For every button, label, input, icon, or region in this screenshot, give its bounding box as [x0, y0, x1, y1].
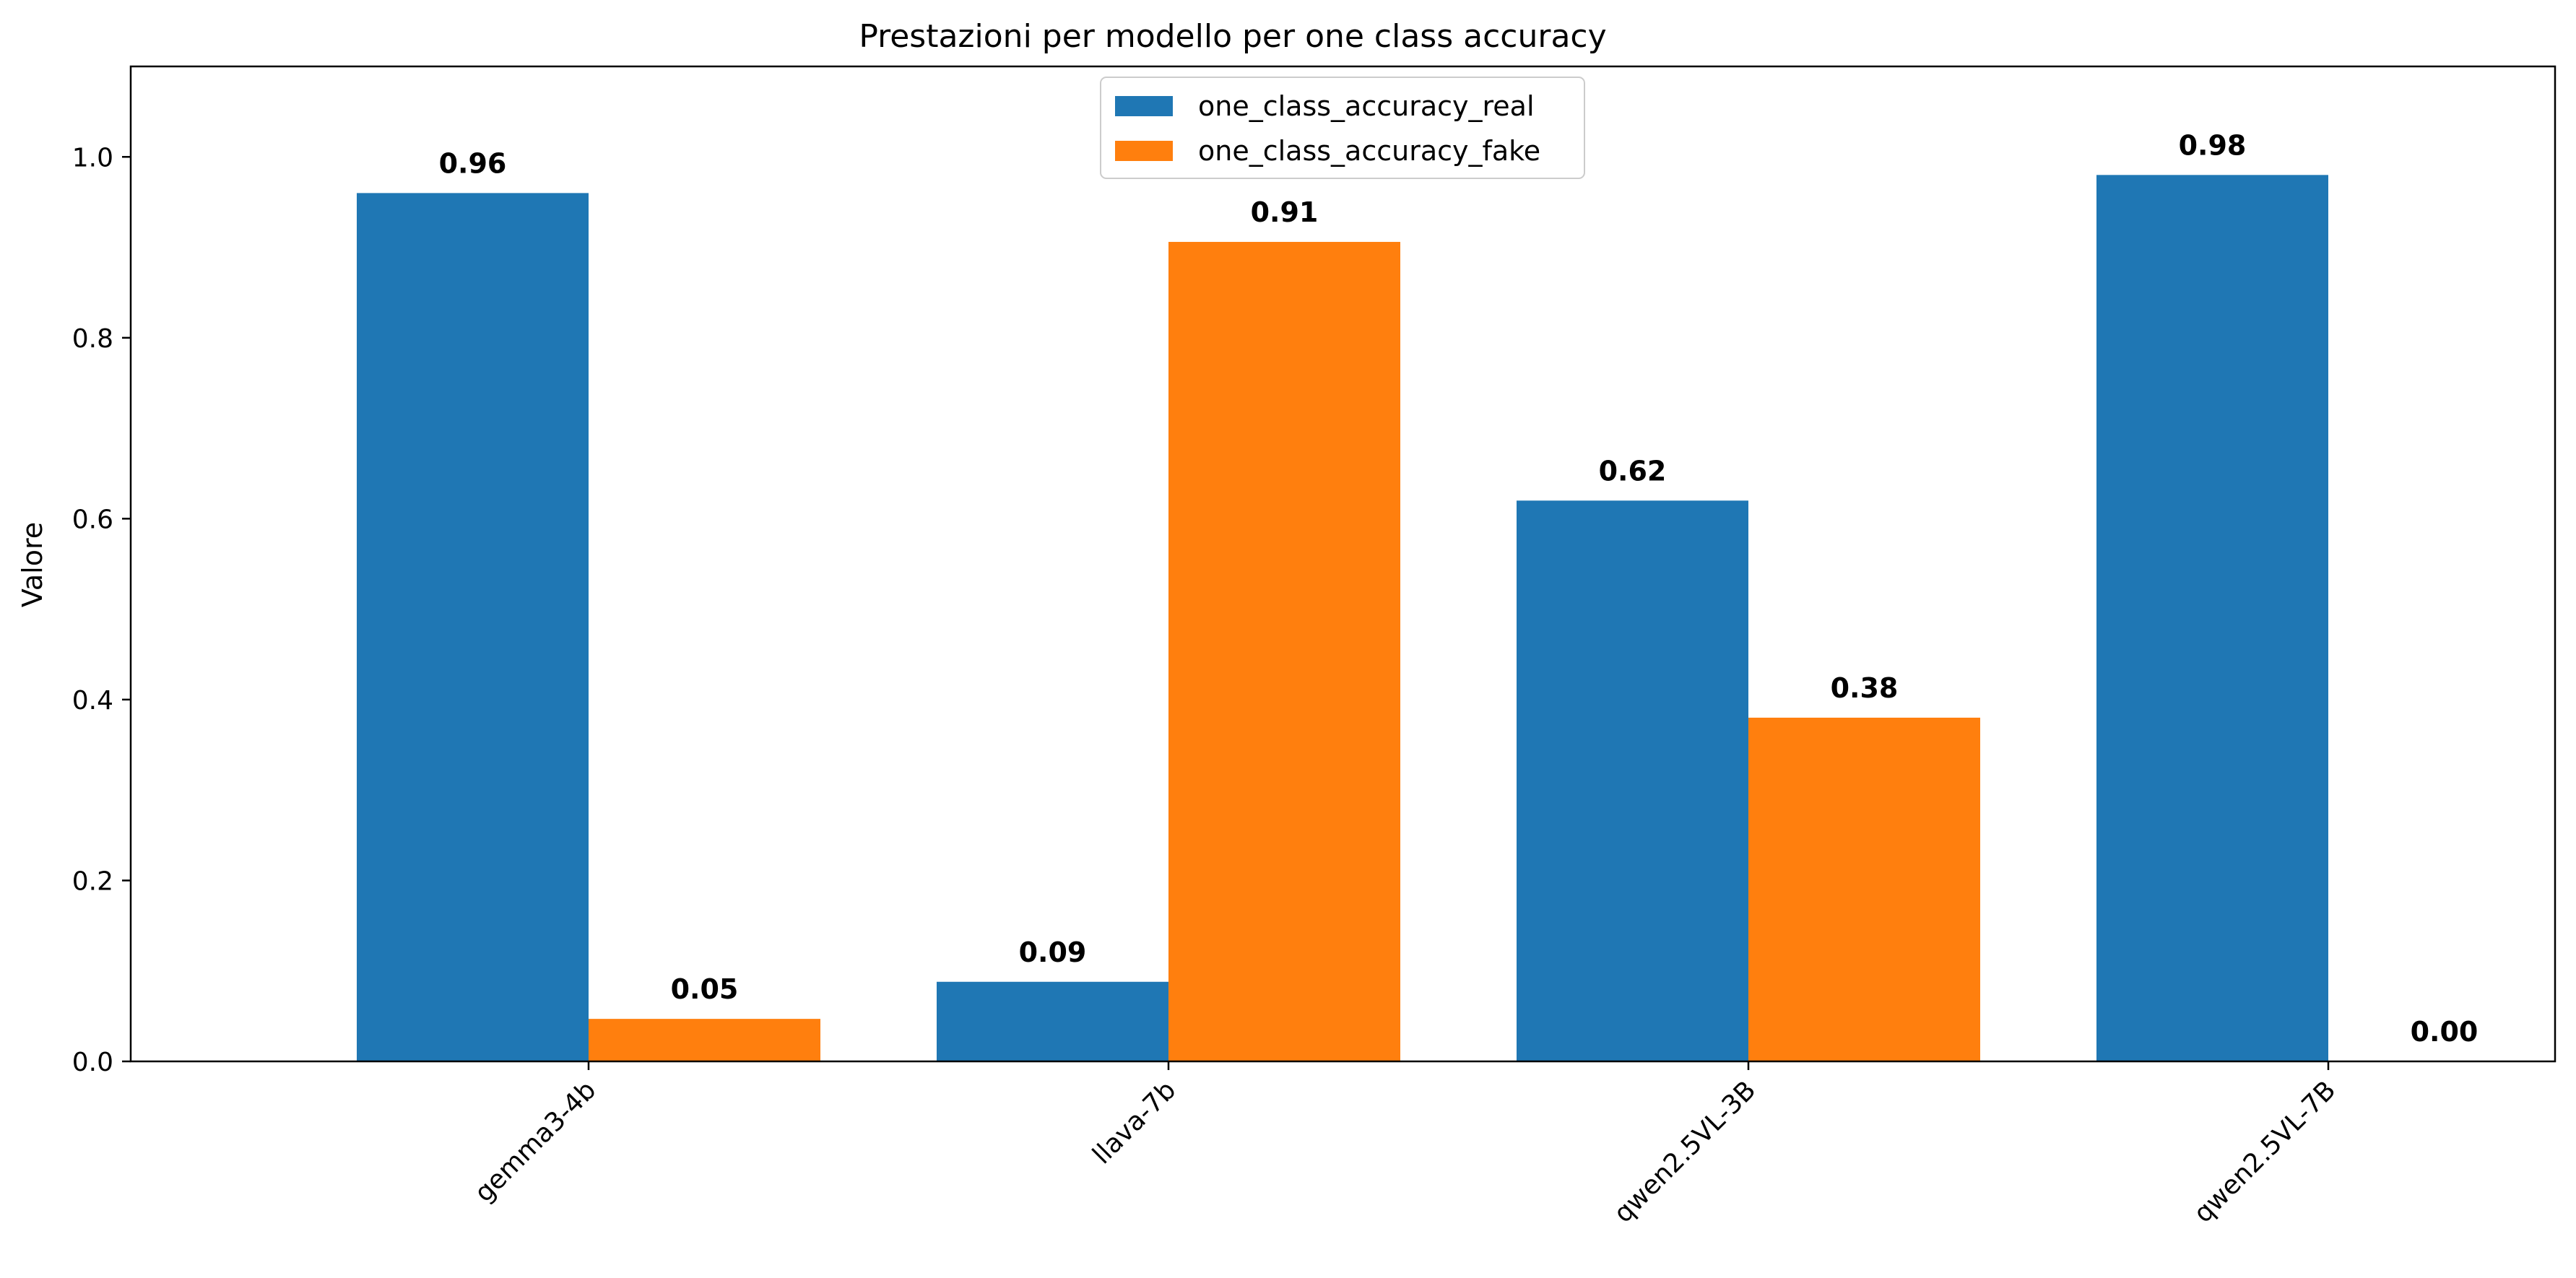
y-tick-label: 0.8 [72, 324, 113, 354]
bar-one_class_accuracy_real-gemma3-4b [357, 193, 589, 1061]
y-tick-label: 1.0 [72, 143, 113, 173]
data-label-one_class_accuracy_fake-qwen2.5VL-7B: 0.00 [2411, 1016, 2479, 1048]
data-label-one_class_accuracy_fake-gemma3-4b: 0.05 [671, 973, 739, 1005]
legend-box [1100, 77, 1585, 179]
y-tick-label: 0.4 [72, 686, 113, 716]
bar-one_class_accuracy_fake-qwen2.5VL-3B [1748, 717, 1980, 1061]
data-label-one_class_accuracy_real-qwen2.5VL-7B: 0.98 [2179, 129, 2247, 161]
bar-one_class_accuracy_real-llava-7b [937, 981, 1168, 1061]
y-axis-label: Valore [17, 522, 48, 607]
y-tick-label: 0.0 [72, 1048, 113, 1077]
bar-one_class_accuracy_fake-llava-7b [1168, 242, 1400, 1062]
y-tick-label: 0.6 [72, 505, 113, 534]
bar-one_class_accuracy_fake-gemma3-4b [589, 1019, 820, 1061]
chart-title: Prestazioni per modello per one class ac… [859, 18, 1606, 55]
data-label-one_class_accuracy_real-qwen2.5VL-3B: 0.62 [1599, 455, 1667, 487]
bar-one_class_accuracy_real-qwen2.5VL-3B [1517, 500, 1748, 1061]
legend-entry-one_class_accuracy_real: one_class_accuracy_real [1198, 90, 1535, 122]
data-label-one_class_accuracy_fake-llava-7b: 0.91 [1251, 196, 1319, 228]
x-tick-label: gemma3-4b [469, 1075, 602, 1208]
data-label-one_class_accuracy_real-llava-7b: 0.09 [1019, 936, 1087, 968]
legend-swatch-one_class_accuracy_fake [1115, 141, 1173, 161]
data-label-one_class_accuracy_fake-qwen2.5VL-3B: 0.38 [1831, 672, 1899, 704]
x-tick-label: llava-7b [1087, 1075, 1181, 1170]
legend-entry-one_class_accuracy_fake: one_class_accuracy_fake [1198, 135, 1540, 167]
legend-swatch-one_class_accuracy_real [1115, 96, 1173, 116]
plot-area: 0.96 0.09 0.62 0.98 0.05 0.91 0.38 0.00 0.0 0.2 0.… [72, 65, 2557, 1229]
x-tick-label: qwen2.5VL-7B [2188, 1075, 2341, 1228]
plot-frame [129, 65, 2557, 1063]
x-tick-label: qwen2.5VL-3B [1608, 1075, 1761, 1228]
data-label-one_class_accuracy_real-gemma3-4b: 0.96 [439, 147, 507, 179]
y-tick-label: 0.2 [72, 866, 113, 896]
bar-one_class_accuracy_real-qwen2.5VL-7B [2096, 175, 2328, 1061]
